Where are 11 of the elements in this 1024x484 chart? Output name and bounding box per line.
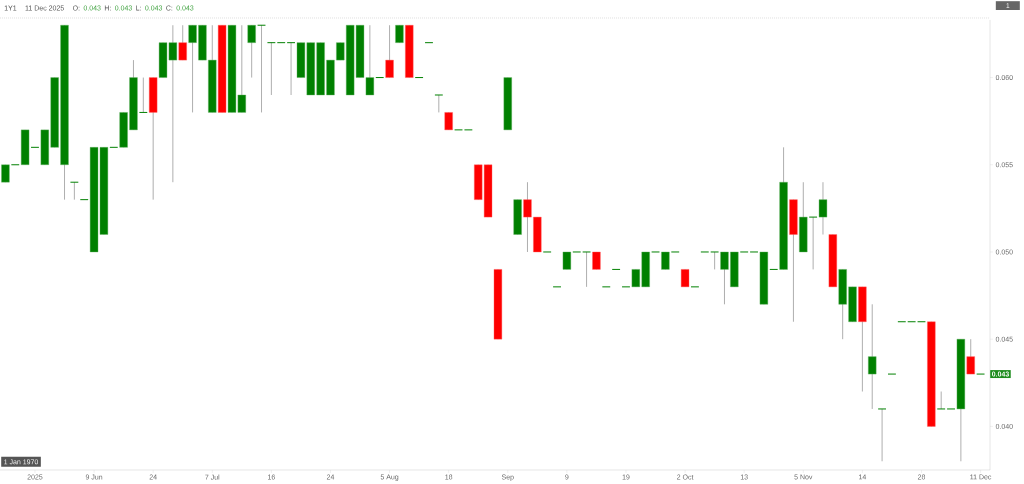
candlestick [868,303,877,410]
candlestick [434,94,444,113]
candlestick [877,408,887,462]
candlestick [178,24,187,61]
candlestick [69,181,79,201]
candlestick [385,24,394,78]
candlestick [966,338,975,375]
candlestick [582,251,592,288]
candlestick [247,24,256,78]
candlestick [266,42,276,96]
candlestick [936,391,946,410]
